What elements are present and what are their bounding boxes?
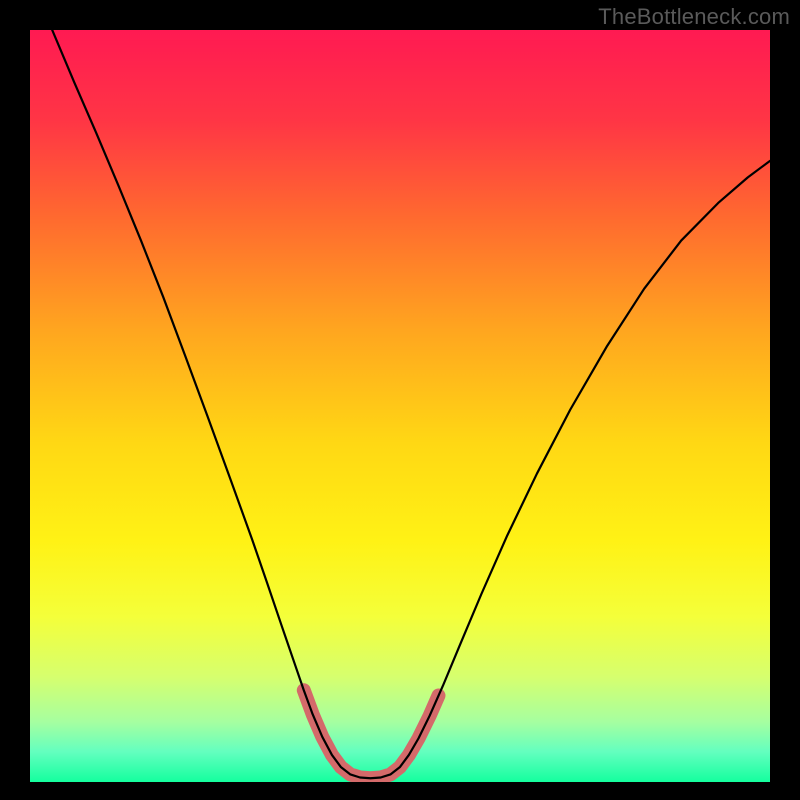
bottleneck-curve-chart [0,0,800,800]
chart-stage: TheBottleneck.com [0,0,800,800]
watermark-text: TheBottleneck.com [598,4,790,30]
gradient-background [30,30,770,782]
